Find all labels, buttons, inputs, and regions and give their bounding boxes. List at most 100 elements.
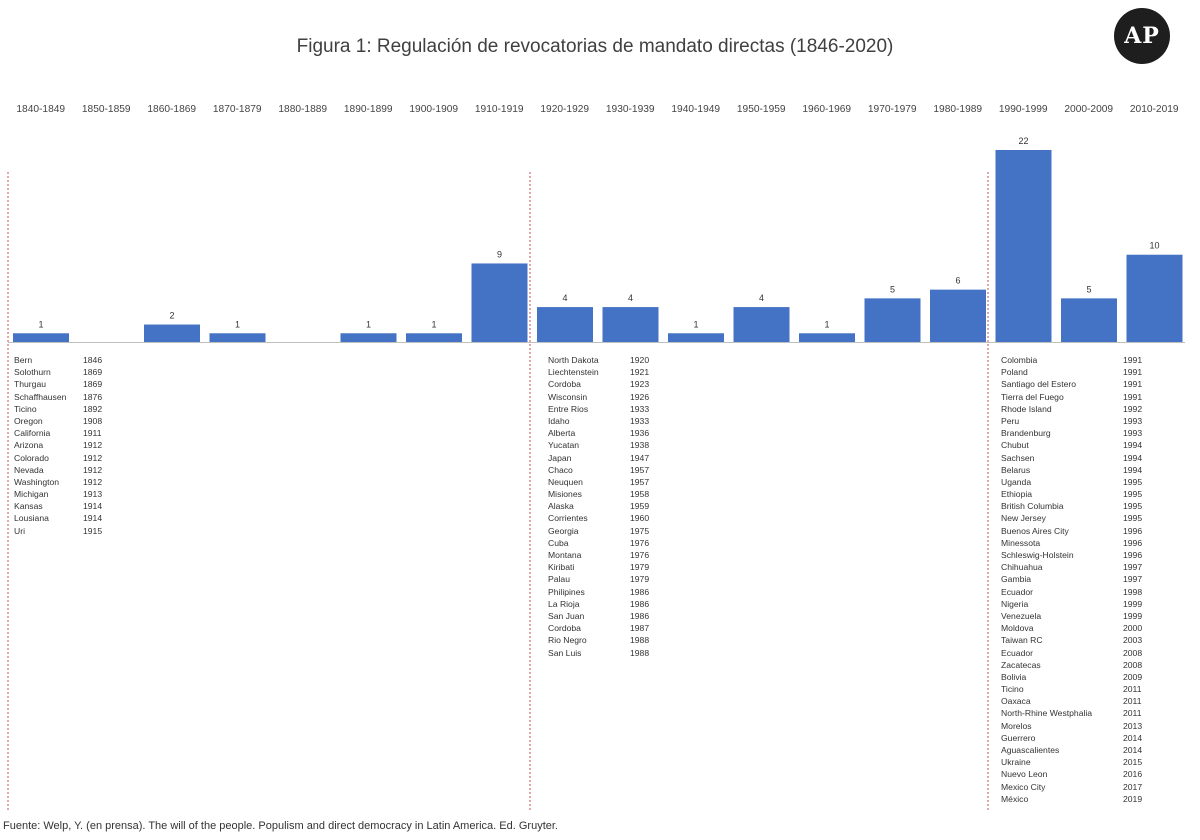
jurisdiction-name: Washington bbox=[14, 476, 60, 487]
data-label: 4 bbox=[759, 293, 764, 303]
ap-logo: AP bbox=[1114, 8, 1170, 64]
adoption-year: 1997 bbox=[1123, 562, 1143, 573]
x-tick-label: 1930-1939 bbox=[606, 104, 655, 115]
adoption-year: 1912 bbox=[83, 440, 103, 451]
jurisdiction-name: Venezuela bbox=[1001, 610, 1042, 621]
jurisdiction-name: Oaxaca bbox=[1001, 696, 1031, 707]
adoption-year: 1975 bbox=[630, 525, 650, 536]
x-tick-label: 1980-1989 bbox=[933, 104, 982, 115]
jurisdiction-name: Taiwan RC bbox=[1001, 635, 1043, 646]
adoption-year: 1908 bbox=[83, 415, 103, 426]
bar-chart: 1840-1849 1 1850-1859 1860-1869 2 1870-1879 1 1… bbox=[7, 104, 1185, 810]
adoption-year: 1994 bbox=[1123, 452, 1143, 463]
adoption-year: 1993 bbox=[1123, 428, 1143, 439]
adoption-year: 1914 bbox=[83, 513, 103, 524]
x-tick-label: 1890-1899 bbox=[344, 104, 393, 115]
adoption-year: 1957 bbox=[630, 464, 650, 475]
adoption-year: 1876 bbox=[83, 391, 103, 402]
jurisdiction-name: Alberta bbox=[548, 428, 576, 439]
jurisdiction-name: Nuevo Leon bbox=[1001, 769, 1048, 780]
bar bbox=[471, 263, 528, 342]
jurisdiction-name: Kiribati bbox=[548, 562, 575, 573]
jurisdiction-name: Morelos bbox=[1001, 720, 1032, 731]
adoption-year: 2003 bbox=[1123, 635, 1143, 646]
x-tick-label: 1910-1919 bbox=[475, 104, 524, 115]
jurisdiction-name: Georgia bbox=[548, 525, 579, 536]
jurisdiction-name: Ukraine bbox=[1001, 757, 1031, 768]
adoption-year: 1869 bbox=[83, 379, 103, 390]
adoption-year: 1938 bbox=[630, 440, 650, 451]
adoption-year: 1988 bbox=[630, 635, 650, 646]
jurisdiction-name: Buenos Aires City bbox=[1001, 525, 1069, 536]
jurisdiction-name: Colombia bbox=[1001, 355, 1038, 365]
data-label: 1 bbox=[38, 319, 43, 329]
source-note: Fuente: Welp, Y. (en prensa). The will o… bbox=[3, 820, 558, 832]
jurisdiction-name: Bolivia bbox=[1001, 671, 1027, 682]
bar bbox=[537, 307, 593, 342]
adoption-year: 2019 bbox=[1123, 793, 1143, 804]
jurisdiction-name: Montana bbox=[548, 550, 582, 560]
x-tick-label: 1860-1869 bbox=[147, 104, 196, 115]
adoption-year: 2017 bbox=[1123, 781, 1143, 792]
adoption-year: 2008 bbox=[1123, 659, 1143, 670]
adoption-year: 1995 bbox=[1123, 501, 1143, 512]
adoption-year: 1976 bbox=[630, 537, 650, 548]
jurisdiction-name: Zacatecas bbox=[1001, 659, 1041, 670]
adoption-year: 1958 bbox=[630, 489, 650, 500]
adoption-year: 2014 bbox=[1123, 745, 1143, 755]
adoption-year: 1846 bbox=[83, 355, 103, 365]
adoption-year: 1912 bbox=[83, 452, 103, 463]
jurisdiction-name: Ecuador bbox=[1001, 586, 1034, 597]
x-tick-label: 2010-2019 bbox=[1130, 104, 1179, 115]
jurisdiction-name: Ticino bbox=[14, 403, 37, 414]
x-tick-label: 1880-1889 bbox=[278, 104, 327, 115]
jurisdiction-name: Palau bbox=[548, 574, 570, 585]
adoption-year: 2009 bbox=[1123, 671, 1143, 682]
adoption-year: 1936 bbox=[630, 428, 650, 439]
bar bbox=[668, 333, 724, 342]
adoption-year: 1892 bbox=[83, 403, 103, 414]
jurisdiction-name: Arizona bbox=[14, 440, 44, 451]
adoption-year: 2008 bbox=[1123, 647, 1143, 658]
adoption-year: 1994 bbox=[1123, 464, 1143, 475]
adoption-year: 1986 bbox=[630, 610, 650, 621]
bar bbox=[340, 333, 397, 342]
bar bbox=[930, 289, 986, 342]
adoption-year: 1923 bbox=[630, 379, 650, 390]
jurisdiction-name: Misiones bbox=[548, 489, 582, 500]
bar bbox=[144, 324, 200, 342]
jurisdiction-name: Rio Negro bbox=[548, 635, 587, 646]
adoption-year: 1947 bbox=[630, 452, 650, 463]
data-label: 1 bbox=[235, 319, 240, 329]
adoption-year: 1988 bbox=[630, 647, 650, 658]
data-label: 6 bbox=[955, 276, 960, 286]
adoption-year: 1997 bbox=[1123, 574, 1143, 585]
bar bbox=[1061, 298, 1117, 342]
adoption-year: 1869 bbox=[83, 367, 103, 378]
x-tick-label: 1970-1979 bbox=[868, 104, 917, 115]
jurisdiction-name: British Columbia bbox=[1001, 501, 1064, 512]
adoption-year: 1996 bbox=[1123, 537, 1143, 548]
adoption-year: 1959 bbox=[630, 501, 650, 512]
adoption-year: 1999 bbox=[1123, 598, 1143, 609]
bar bbox=[209, 333, 266, 342]
jurisdiction-name: Japan bbox=[548, 452, 572, 463]
x-tick-label: 1960-1969 bbox=[802, 104, 851, 115]
jurisdiction-name: Bern bbox=[14, 355, 33, 365]
data-label: 1 bbox=[366, 319, 371, 329]
jurisdiction-name: Tierra del Fuego bbox=[1001, 391, 1064, 402]
adoption-year: 1979 bbox=[630, 562, 650, 573]
jurisdiction-name: Mexico City bbox=[1001, 781, 1046, 792]
jurisdiction-name: Moldova bbox=[1001, 623, 1034, 634]
adoption-year: 2016 bbox=[1123, 769, 1143, 780]
jurisdiction-name: Rhode Island bbox=[1001, 403, 1052, 414]
jurisdiction-name: Solothurn bbox=[14, 367, 51, 378]
data-label: 4 bbox=[562, 293, 567, 303]
jurisdiction-name: Cuba bbox=[548, 537, 569, 548]
jurisdiction-name: Chubut bbox=[1001, 440, 1029, 451]
adoption-year: 1993 bbox=[1123, 415, 1143, 426]
jurisdiction-name: Nevada bbox=[14, 464, 44, 475]
adoption-year: 1957 bbox=[630, 476, 650, 487]
adoption-year: 2000 bbox=[1123, 623, 1143, 634]
x-tick-label: 1920-1929 bbox=[540, 104, 589, 115]
